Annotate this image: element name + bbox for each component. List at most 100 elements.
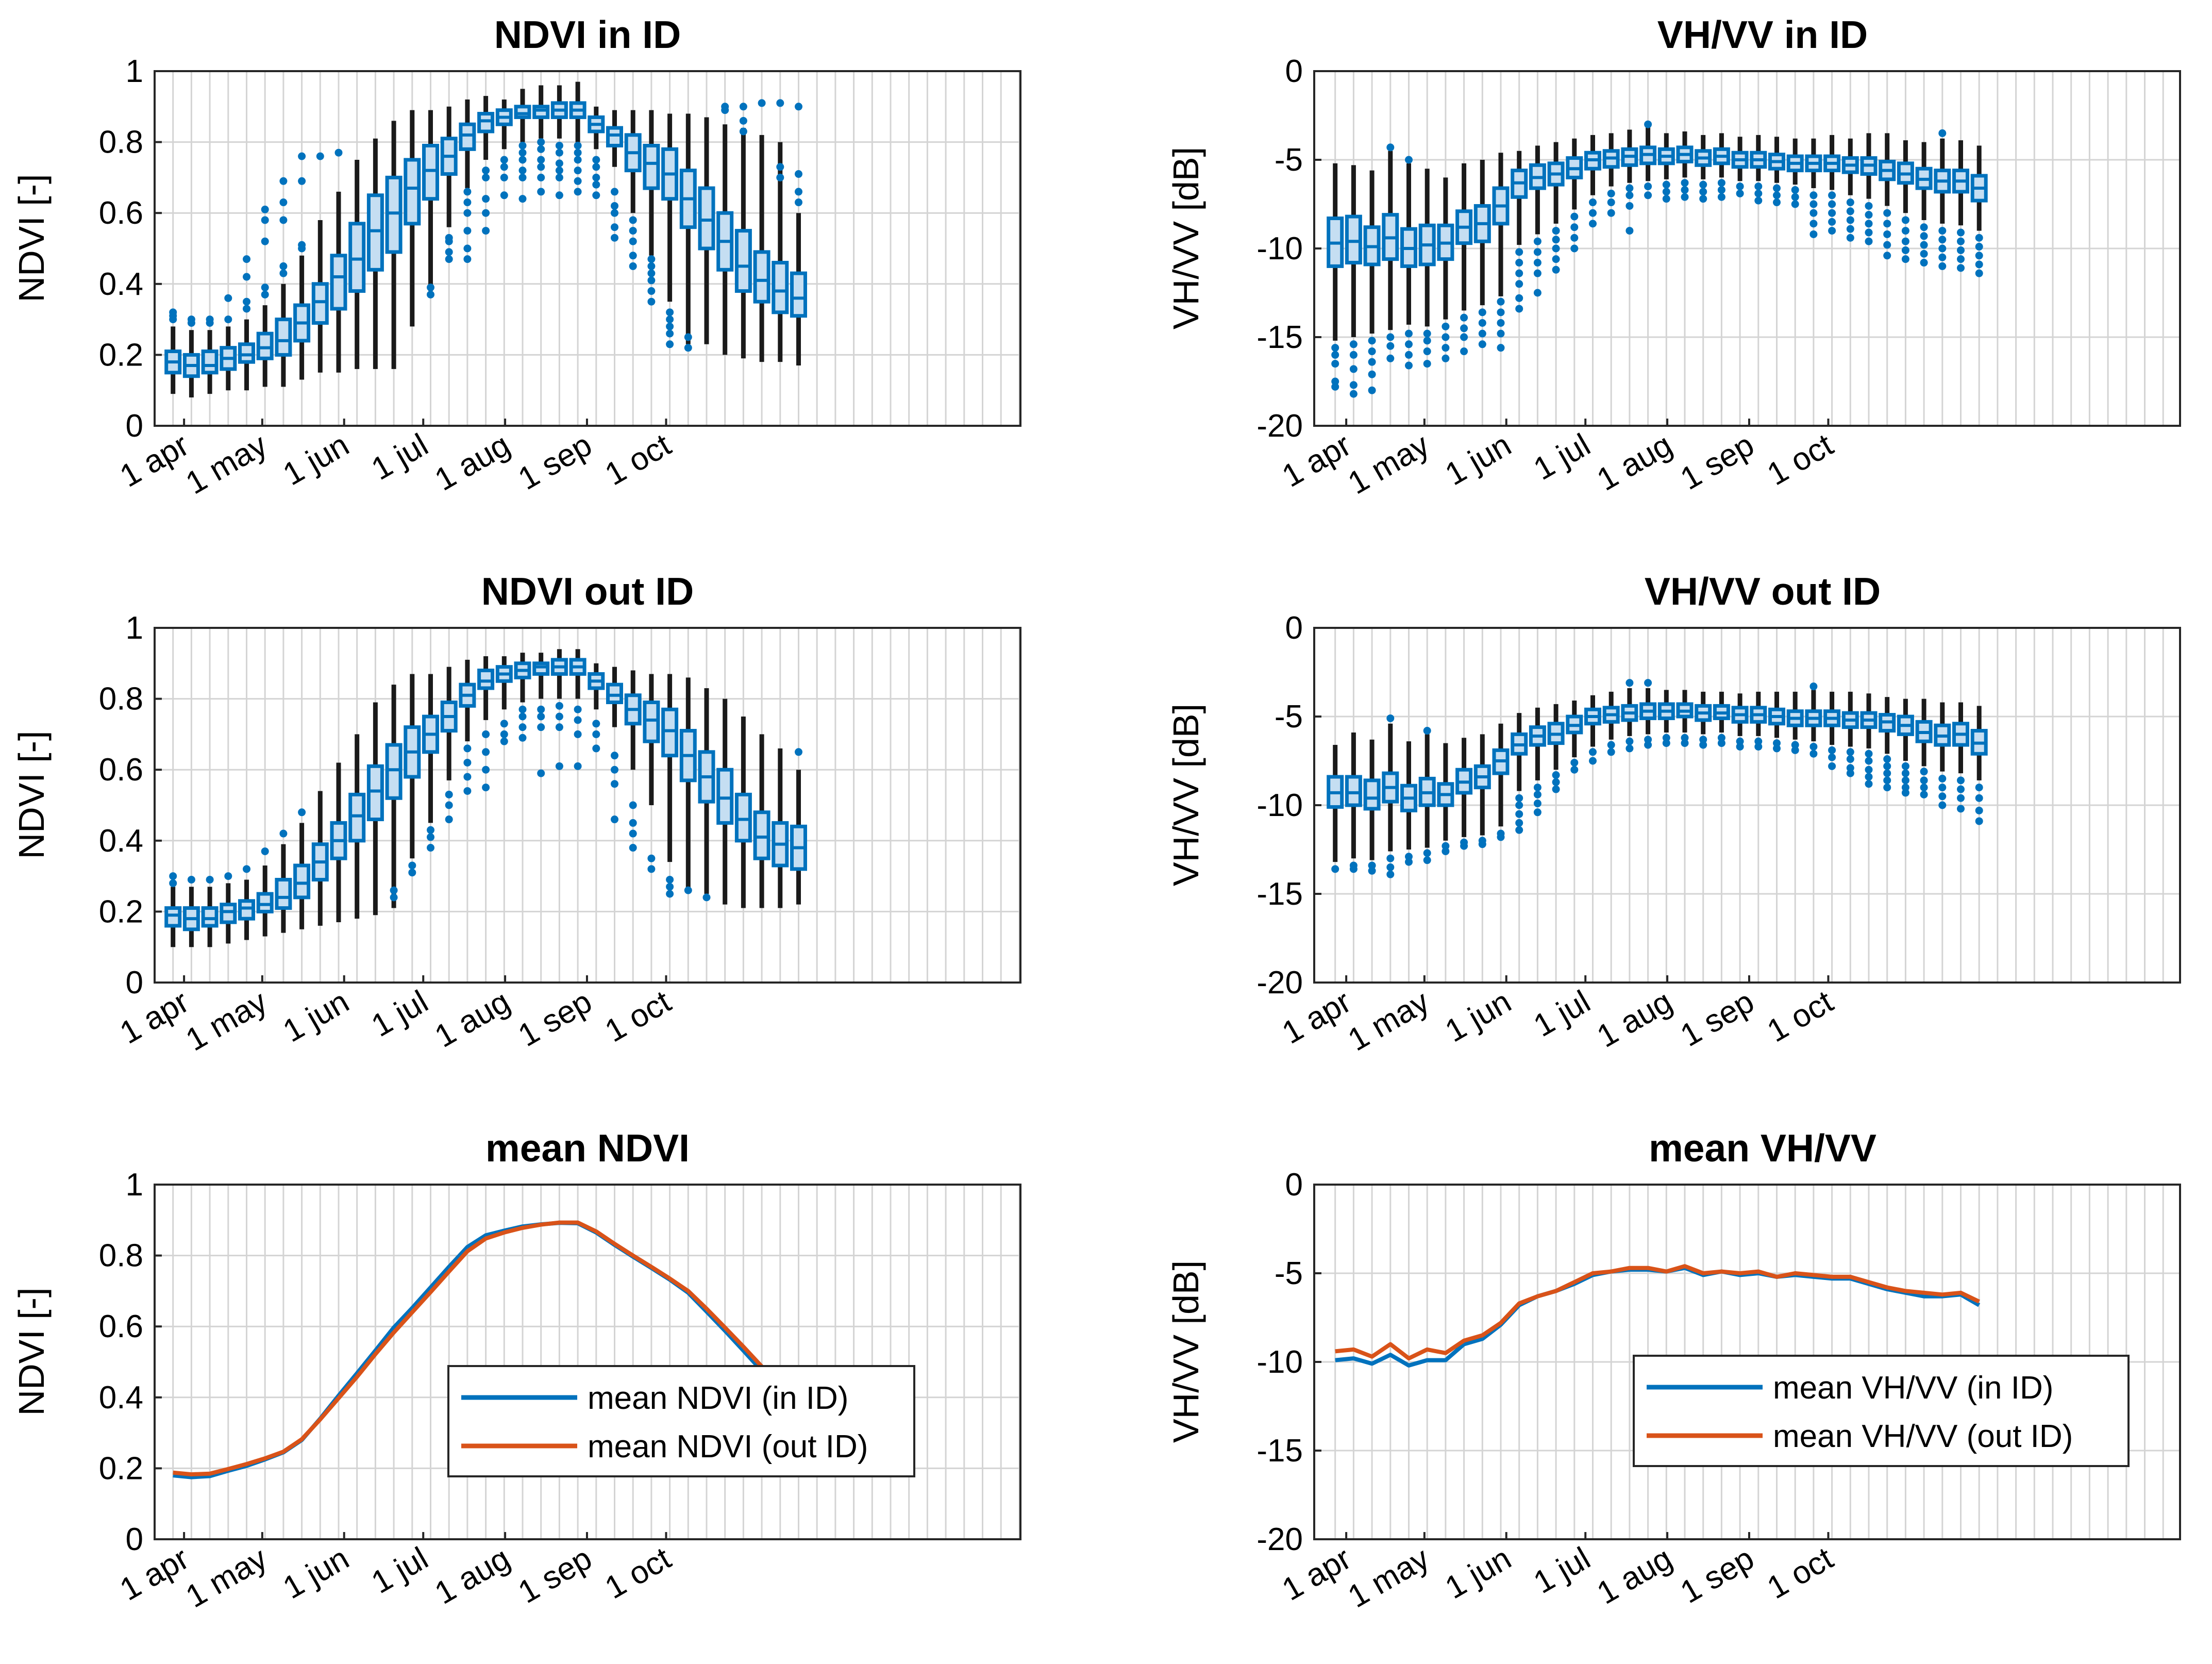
box-plot[interactable]	[698, 117, 715, 344]
box-plot[interactable]	[1547, 704, 1565, 793]
box-plot[interactable]	[1897, 140, 1914, 263]
box-plot[interactable]	[550, 649, 568, 770]
box-plot[interactable]	[1492, 723, 1510, 841]
box-plot[interactable]	[753, 734, 770, 908]
box-plot[interactable]	[1879, 697, 1896, 792]
box-plot[interactable]	[679, 113, 697, 352]
box-plot[interactable]	[1511, 713, 1528, 834]
box-plot[interactable]	[734, 103, 752, 359]
box-plot[interactable]	[1639, 120, 1657, 199]
box-plot[interactable]	[1584, 135, 1601, 228]
box-plot[interactable]	[1805, 138, 1822, 238]
box-plot[interactable]	[1566, 138, 1583, 253]
box-plot[interactable]	[459, 99, 476, 263]
box-plot[interactable]	[1418, 727, 1436, 864]
box-plot[interactable]	[1695, 135, 1712, 203]
box-plot[interactable]	[1915, 698, 1933, 798]
box-plot[interactable]	[1750, 135, 1767, 205]
box-plot[interactable]	[238, 255, 255, 391]
box-plot[interactable]	[1768, 137, 1785, 207]
box-plot[interactable]	[164, 872, 182, 947]
box-plot[interactable]	[1418, 169, 1436, 368]
box-plot[interactable]	[1970, 706, 1988, 825]
box-plot[interactable]	[734, 717, 752, 908]
box-plot[interactable]	[643, 674, 660, 873]
box-plot[interactable]	[495, 99, 513, 199]
box-plot[interactable]	[588, 663, 605, 753]
box-plot[interactable]	[514, 653, 531, 742]
box-plot[interactable]	[1934, 702, 1951, 809]
box-plot[interactable]	[1455, 738, 1473, 850]
box-plot[interactable]	[275, 177, 292, 387]
box-plot[interactable]	[477, 656, 495, 792]
box-plot[interactable]	[1547, 142, 1565, 274]
box-plot[interactable]	[569, 649, 586, 770]
box-plot[interactable]	[1823, 135, 1841, 235]
box-plot[interactable]	[182, 875, 200, 947]
box-plot[interactable]	[1345, 732, 1362, 873]
box-plot[interactable]	[1695, 691, 1712, 749]
box-plot[interactable]	[643, 110, 660, 306]
box-plot[interactable]	[1363, 170, 1381, 394]
box-plot[interactable]	[1750, 691, 1767, 751]
box-plot[interactable]	[1860, 133, 1878, 245]
box-plot[interactable]	[477, 96, 495, 235]
box-plot[interactable]	[1437, 743, 1454, 855]
box-plot[interactable]	[1676, 131, 1694, 201]
box-plot[interactable]	[459, 659, 476, 795]
box-plot[interactable]	[422, 674, 439, 852]
box-plot[interactable]	[385, 685, 403, 908]
box-plot[interactable]	[532, 85, 550, 196]
box-plot[interactable]	[1713, 133, 1730, 201]
box-plot[interactable]	[1455, 163, 1473, 356]
box-plot[interactable]	[1400, 156, 1417, 370]
box-plot[interactable]	[348, 734, 366, 919]
box-plot[interactable]	[1382, 143, 1399, 362]
box-plot[interactable]	[1768, 691, 1785, 753]
box-plot[interactable]	[311, 791, 329, 926]
box-plot[interactable]	[293, 808, 311, 929]
box-plot[interactable]	[1934, 129, 1951, 270]
box-plot[interactable]	[1676, 690, 1694, 747]
box-plot[interactable]	[790, 748, 807, 905]
box-plot[interactable]	[1363, 739, 1381, 875]
box-plot[interactable]	[1473, 734, 1491, 848]
box-plot[interactable]	[201, 315, 219, 394]
box-plot[interactable]	[1621, 129, 1638, 235]
box-plot[interactable]	[1657, 133, 1675, 203]
box-plot[interactable]	[311, 152, 329, 373]
mean-ndvi-legend[interactable]: mean NDVI (in ID) mean NDVI (out ID)	[447, 1365, 915, 1477]
box-plot[interactable]	[1897, 698, 1914, 797]
box-plot[interactable]	[366, 702, 384, 916]
box-plot[interactable]	[569, 81, 586, 196]
box-plot[interactable]	[1621, 679, 1638, 753]
box-plot[interactable]	[1327, 745, 1344, 873]
box-plot[interactable]	[1511, 151, 1528, 313]
box-plot[interactable]	[790, 103, 807, 366]
box-plot[interactable]	[1639, 679, 1657, 749]
box-plot[interactable]	[1400, 741, 1417, 866]
box-plot[interactable]	[753, 99, 770, 362]
box-plot[interactable]	[624, 670, 642, 852]
box-plot[interactable]	[385, 121, 403, 369]
box-plot[interactable]	[716, 698, 734, 905]
box-plot[interactable]	[256, 205, 274, 387]
box-plot[interactable]	[661, 113, 679, 348]
box-plot[interactable]	[1952, 140, 1969, 272]
box-plot[interactable]	[348, 160, 366, 369]
box-plot[interactable]	[606, 110, 623, 242]
box-plot[interactable]	[624, 110, 642, 270]
box-plot[interactable]	[164, 308, 182, 394]
box-plot[interactable]	[1731, 137, 1749, 197]
box-plot[interactable]	[201, 875, 219, 947]
box-plot[interactable]	[1327, 163, 1344, 391]
box-plot[interactable]	[772, 99, 789, 362]
box-plot[interactable]	[661, 674, 679, 898]
box-plot[interactable]	[1492, 153, 1510, 352]
box-plot[interactable]	[1657, 690, 1675, 747]
box-plot[interactable]	[1713, 691, 1730, 747]
box-plot[interactable]	[606, 667, 623, 824]
box-plot[interactable]	[1345, 165, 1362, 398]
box-plot[interactable]	[366, 138, 384, 369]
box-plot[interactable]	[1952, 702, 1969, 813]
